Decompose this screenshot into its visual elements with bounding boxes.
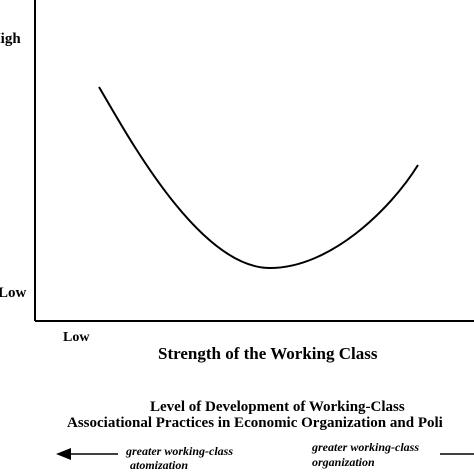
y-axis-high-label: High [0,31,21,47]
y-axis-low-label: Low [0,285,27,301]
caption-line-1: Level of Development of Working-Class [150,399,405,415]
x-axis-low-label: Low [63,330,90,345]
right-arrow-label-line-1: greater working-class [312,440,420,454]
right-arrow-label-line-2: organization [312,455,375,469]
left-arrow-label-line-1: greater working-class [126,444,234,458]
left-arrow-label-line-2: atomization [130,458,189,472]
x-axis-title: Strength of the Working Class [158,344,378,363]
left-arrow-head-icon [56,448,71,460]
caption-line-2: Associational Practices in Economic Orga… [67,415,443,431]
u-curve [98,86,419,270]
